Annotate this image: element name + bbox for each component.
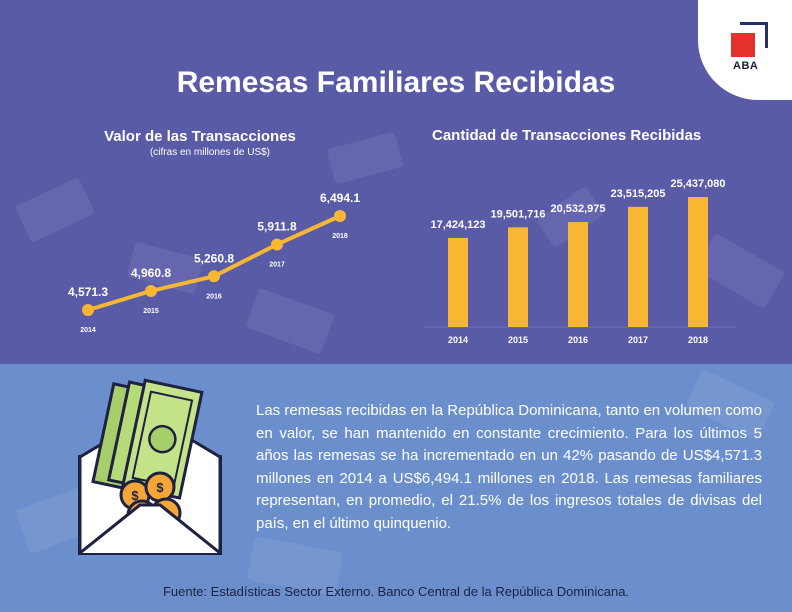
bar-value-label: 19,501,716 [490, 208, 545, 220]
bar-value-label: 25,437,080 [670, 178, 725, 190]
bar-category-label: 2015 [508, 335, 528, 345]
logo-square-icon [731, 33, 755, 57]
line-point [334, 210, 346, 222]
line-value-label: 5,260.8 [194, 251, 234, 265]
bar-category-label: 2018 [688, 335, 708, 345]
line-chart-subtitle: (cifras en millones de US$) [149, 147, 271, 158]
bar [688, 197, 708, 327]
bar-value-label: 23,515,205 [610, 188, 665, 200]
bar [448, 237, 468, 327]
line-year-label: 2015 [143, 308, 159, 315]
line-year-label: 2018 [332, 233, 348, 240]
logo-bracket-icon [740, 22, 768, 48]
line-value-label: 4,571.3 [68, 285, 108, 299]
line-point [271, 238, 283, 251]
bar-category-label: 2017 [628, 335, 648, 345]
line-year-label: 2014 [80, 327, 96, 334]
bar-chart: 17,424,123 2014 19,501,716 2015 20,532,975 20… [424, 178, 736, 345]
line-chart: 4,571.3 2014 4,960.8 2015 5,260.8 2016 5,911.8… [68, 191, 360, 334]
line-chart-title: Valor de las Transacciones [104, 128, 296, 145]
bar-category-label: 2014 [448, 335, 468, 345]
page-title: Remesas Familiares Recibidas [176, 66, 616, 99]
line-point [145, 284, 157, 297]
bar-category-label: 2016 [568, 335, 588, 345]
bar [568, 222, 588, 327]
top-section [14, 131, 786, 355]
bar-chart-title: Cantidad de Transacciones Recibidas [432, 127, 702, 144]
background-bill-icon [326, 131, 404, 185]
description-paragraph: Las remesas recibidas en la República Do… [256, 402, 762, 532]
coin-symbol: $ [131, 488, 139, 503]
line-year-label: 2017 [269, 261, 285, 268]
line-value-label: 5,911.8 [257, 219, 297, 233]
line-value-label: 6,494.1 [320, 191, 360, 205]
bar-value-label: 17,424,123 [430, 219, 485, 231]
bar [628, 206, 648, 327]
line-point [208, 270, 220, 283]
line-point [82, 304, 94, 316]
line-value-label: 4,960.8 [131, 266, 171, 280]
bar [508, 227, 528, 327]
source-note: Fuente: Estadísticas Sector Externo. Ban… [162, 584, 630, 599]
logo-text: ABA [733, 60, 759, 72]
bar-value-label: 20,532,975 [550, 203, 605, 215]
line-year-label: 2016 [206, 293, 222, 300]
envelope-money-icon: $ $ $ $ [78, 378, 222, 555]
coin-symbol: $ [156, 480, 164, 495]
